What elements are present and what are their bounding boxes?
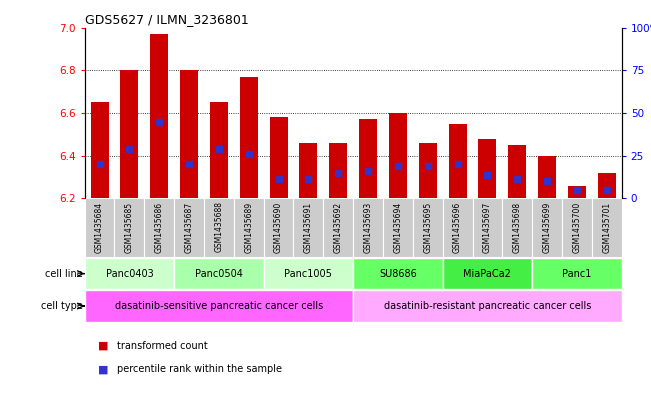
Bar xyxy=(85,198,115,257)
Bar xyxy=(174,198,204,257)
Bar xyxy=(90,102,109,198)
Point xyxy=(333,170,344,176)
Text: GSM1435694: GSM1435694 xyxy=(393,201,402,253)
Bar xyxy=(538,156,556,198)
Bar xyxy=(299,143,317,198)
Text: GSM1435697: GSM1435697 xyxy=(483,201,492,253)
Bar xyxy=(562,198,592,257)
Text: GSM1435699: GSM1435699 xyxy=(543,201,551,253)
Bar xyxy=(85,258,174,289)
Bar xyxy=(592,198,622,257)
Text: GSM1435696: GSM1435696 xyxy=(453,201,462,253)
Bar xyxy=(533,198,562,257)
Text: GSM1435695: GSM1435695 xyxy=(423,201,432,253)
Bar xyxy=(120,70,139,198)
Text: GSM1435685: GSM1435685 xyxy=(125,201,134,253)
Bar xyxy=(264,258,353,289)
Text: percentile rank within the sample: percentile rank within the sample xyxy=(117,364,282,375)
Bar xyxy=(115,198,145,257)
Bar xyxy=(353,258,443,289)
Bar xyxy=(240,77,258,198)
Point xyxy=(154,118,165,125)
Point xyxy=(184,161,194,167)
Text: ■: ■ xyxy=(98,364,108,375)
Bar xyxy=(264,198,294,257)
Bar xyxy=(324,198,353,257)
Text: Panc0403: Panc0403 xyxy=(105,269,153,279)
Text: GSM1435688: GSM1435688 xyxy=(214,201,223,252)
Text: GSM1435693: GSM1435693 xyxy=(364,201,372,253)
Text: GSM1435687: GSM1435687 xyxy=(185,201,193,253)
Bar xyxy=(413,198,443,257)
Bar xyxy=(204,198,234,257)
Bar xyxy=(508,145,526,198)
Bar xyxy=(85,290,353,321)
Text: transformed count: transformed count xyxy=(117,341,208,351)
Bar xyxy=(383,198,413,257)
Point xyxy=(452,161,463,167)
Point xyxy=(243,151,254,157)
Text: GSM1435692: GSM1435692 xyxy=(334,201,342,253)
Bar xyxy=(443,198,473,257)
Point xyxy=(124,146,135,152)
Text: Panc0504: Panc0504 xyxy=(195,269,243,279)
Bar xyxy=(353,198,383,257)
Text: GSM1435690: GSM1435690 xyxy=(274,201,283,253)
Bar xyxy=(353,290,622,321)
Text: GSM1435684: GSM1435684 xyxy=(95,201,104,253)
Text: MiaPaCa2: MiaPaCa2 xyxy=(464,269,512,279)
Text: dasatinib-sensitive pancreatic cancer cells: dasatinib-sensitive pancreatic cancer ce… xyxy=(115,301,323,311)
Text: Panc1: Panc1 xyxy=(562,269,592,279)
Bar xyxy=(568,185,586,198)
Bar xyxy=(473,198,503,257)
Text: cell line: cell line xyxy=(46,269,83,279)
Point xyxy=(94,161,105,167)
Point xyxy=(602,187,612,193)
Text: GSM1435700: GSM1435700 xyxy=(572,201,581,253)
Text: ■: ■ xyxy=(98,341,108,351)
Point xyxy=(512,176,523,182)
Bar xyxy=(598,173,616,198)
Point xyxy=(422,163,433,169)
Bar xyxy=(210,102,228,198)
Bar xyxy=(180,70,198,198)
Text: GSM1435691: GSM1435691 xyxy=(304,201,313,253)
Text: GDS5627 / ILMN_3236801: GDS5627 / ILMN_3236801 xyxy=(85,13,249,26)
Text: GSM1435701: GSM1435701 xyxy=(602,201,611,253)
Point xyxy=(214,146,224,152)
Point xyxy=(572,187,582,193)
Point xyxy=(482,172,493,178)
Point xyxy=(273,176,284,182)
Bar xyxy=(389,113,407,198)
Bar xyxy=(329,143,347,198)
Text: Panc1005: Panc1005 xyxy=(284,269,333,279)
Bar xyxy=(150,34,168,198)
Bar xyxy=(174,258,264,289)
Bar xyxy=(419,143,437,198)
Bar xyxy=(478,139,496,198)
Bar xyxy=(270,117,288,198)
Point xyxy=(363,167,373,174)
Bar xyxy=(533,258,622,289)
Text: cell type: cell type xyxy=(41,301,83,311)
Bar xyxy=(503,198,532,257)
Text: dasatinib-resistant pancreatic cancer cells: dasatinib-resistant pancreatic cancer ce… xyxy=(383,301,591,311)
Bar xyxy=(145,198,174,257)
Text: GSM1435686: GSM1435686 xyxy=(155,201,163,253)
Point xyxy=(542,178,552,184)
Text: GSM1435698: GSM1435698 xyxy=(513,201,521,253)
Bar xyxy=(294,198,324,257)
Text: GSM1435689: GSM1435689 xyxy=(244,201,253,253)
Text: SU8686: SU8686 xyxy=(379,269,417,279)
Bar xyxy=(234,198,264,257)
Bar xyxy=(449,124,467,198)
Bar xyxy=(359,119,377,198)
Point xyxy=(303,176,314,182)
Point xyxy=(393,163,403,169)
Bar xyxy=(443,258,532,289)
